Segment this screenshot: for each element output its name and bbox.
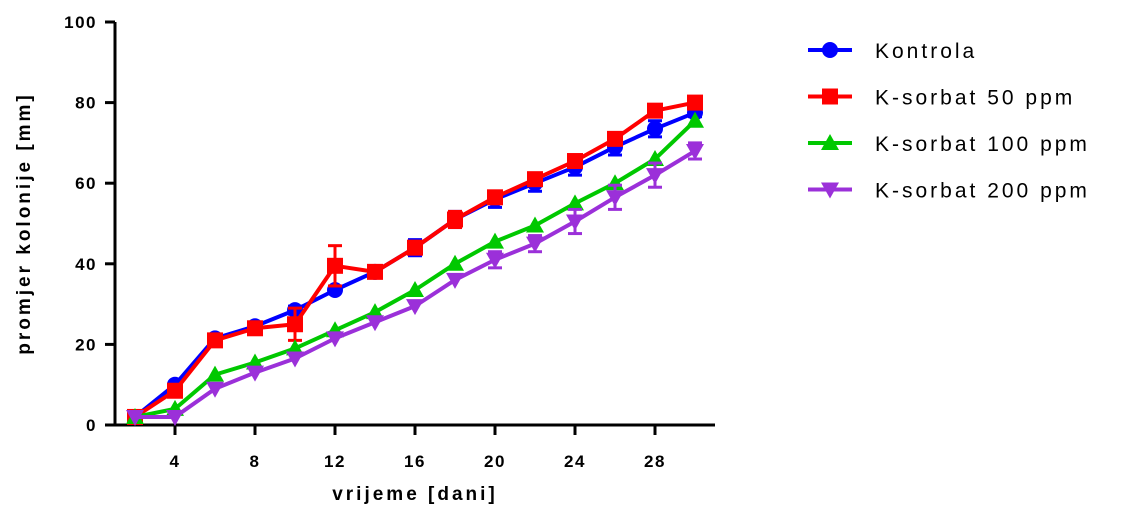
data-point [607,130,623,147]
data-point [366,303,384,320]
data-point [247,320,263,337]
data-point [566,194,584,211]
legend-marker [822,88,838,105]
data-point [647,120,663,137]
data-point [646,168,664,185]
data-point [526,236,544,253]
legend-item-3: K-sorbat 100 ppm [808,133,1090,156]
y-tick-label: 100 [64,13,97,32]
data-point [406,280,424,297]
data-point [326,331,344,348]
x-axis-title: vrijeme [dani] [332,484,498,505]
data-point [527,171,543,188]
data-point [287,316,303,333]
data-point [687,94,703,111]
x-tick-label: 28 [644,452,666,471]
legend-item-4: K-sorbat 200 ppm [808,180,1090,203]
legend-label: K-sorbat 200 ppm [875,180,1090,203]
data-point [207,332,223,349]
data-point [486,252,504,269]
data-point [166,409,184,426]
x-tick-label: 24 [564,452,586,471]
series-4 [126,141,704,426]
data-point [286,339,304,356]
data-point [206,381,224,398]
data-point [567,153,583,170]
axes: 0 20 40 60 80 100 4 8 12 16 20 24 28 [64,13,715,471]
series-2 [127,94,703,425]
legend-label: K-sorbat 100 ppm [875,133,1090,156]
series-3 [126,111,704,424]
data-point [566,214,584,231]
data-point [526,216,544,233]
data-point [246,353,264,370]
data-point [446,254,464,271]
data-point [686,111,704,128]
data-point [606,190,624,207]
y-tick-label: 40 [75,255,97,274]
legend-item-1: Kontrola [808,40,977,63]
legend-marker [821,134,839,150]
data-point [167,382,183,399]
y-tick-label: 60 [75,174,97,193]
data-point [446,272,464,289]
series-line [133,110,696,419]
data-point [126,409,144,426]
y-tick-label: 80 [75,94,97,113]
x-tick-label: 20 [484,452,506,471]
data-point [486,232,504,249]
data-point [366,315,384,332]
data-point [327,257,343,274]
legend-marker [822,42,838,58]
legend: Kontrola K-sorbat 50 ppm K-sorbat 100 ppm K… [808,40,1090,203]
data-point [406,299,424,316]
x-tick-label: 16 [404,452,426,471]
data-point [246,365,264,382]
legend-label: K-sorbat 50 ppm [875,87,1075,110]
data-point [407,239,423,256]
data-point [447,211,463,228]
x-tick-label: 8 [250,452,261,471]
y-tick-label: 0 [86,416,97,435]
data-point [686,143,704,160]
data-point [647,102,663,119]
data-point [487,189,503,206]
y-tick-label: 20 [75,335,97,354]
data-point [286,351,304,368]
x-tick-label: 4 [170,452,181,471]
series-line [134,119,697,419]
legend-marker [821,182,839,199]
legend-label: Kontrola [875,40,977,63]
y-axis-title: promjer kolonije [mm] [14,92,35,355]
series-layer [126,94,704,426]
data-point [206,365,224,382]
data-point [367,263,383,280]
legend-item-2: K-sorbat 50 ppm [808,87,1075,110]
x-tick-label: 12 [324,452,346,471]
